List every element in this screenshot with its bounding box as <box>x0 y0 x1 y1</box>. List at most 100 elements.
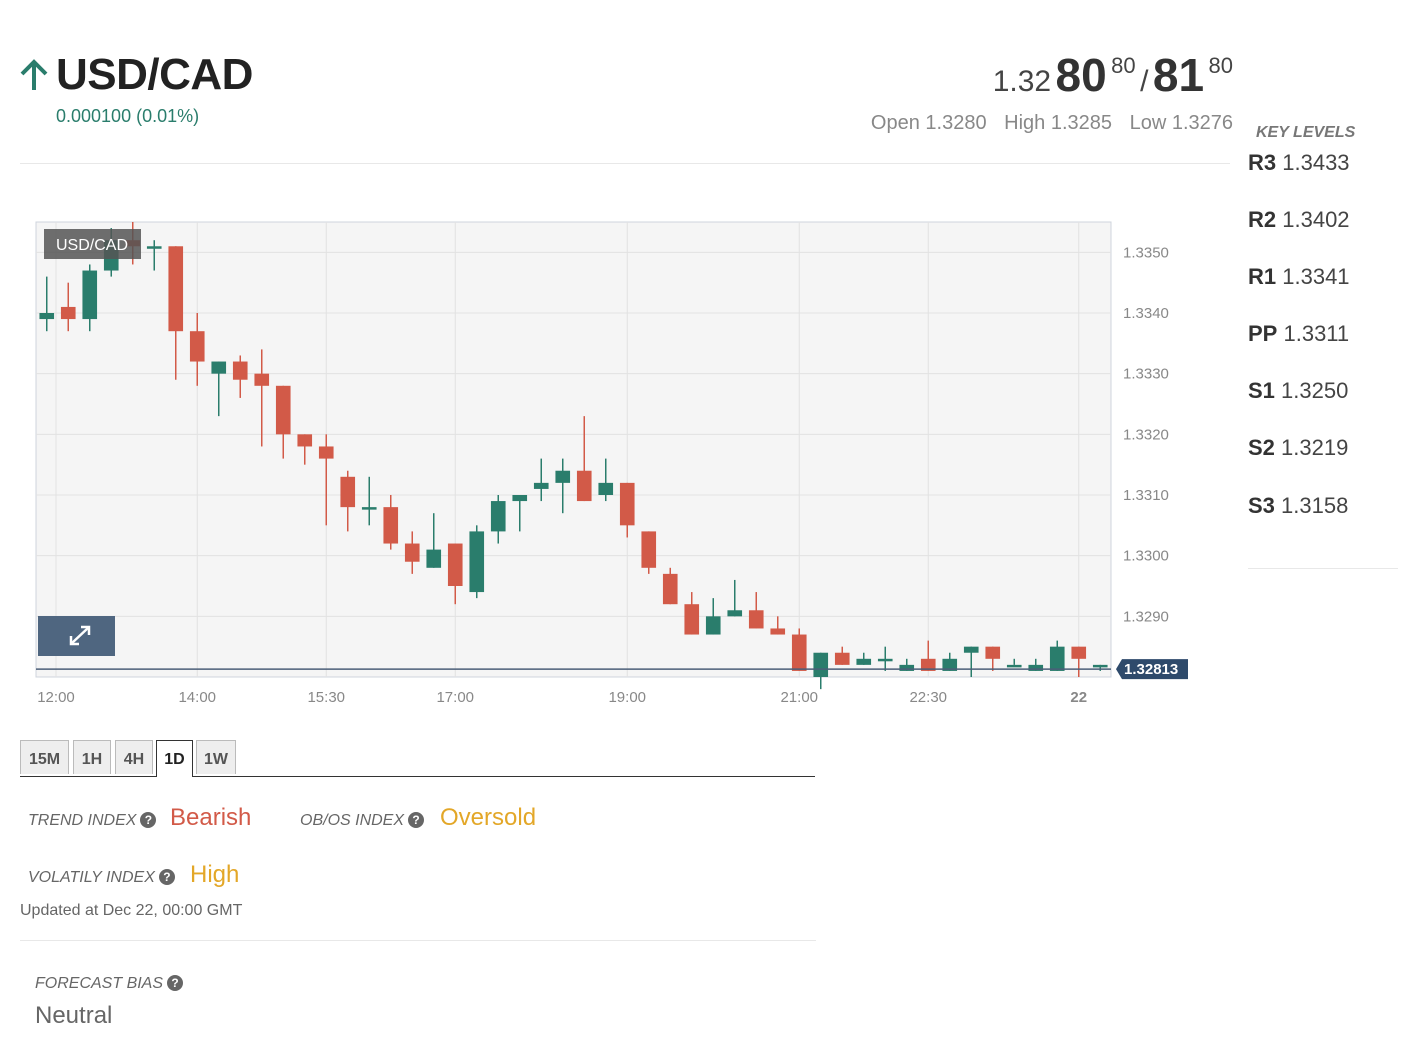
candlestick-chart[interactable]: 1.3350 1.3340 1.3330 1.3320 1.3310 1.3300 1.32… <box>0 200 1200 720</box>
candle-body <box>942 658 958 671</box>
candle <box>447 543 463 605</box>
expand-button[interactable] <box>38 616 115 656</box>
x-tick-label: 12:00 <box>37 689 75 706</box>
tab-1w[interactable]: 1W <box>196 740 236 774</box>
y-tick-label: 1.3330 <box>1123 366 1169 383</box>
y-tick-label: 1.3300 <box>1123 548 1169 565</box>
header-divider <box>20 163 1230 164</box>
key-level-r1: R1 1.3341 <box>1248 264 1350 289</box>
tab-15m[interactable]: 15M <box>20 740 69 774</box>
key-levels-divider <box>1248 568 1398 569</box>
chart-plot-area <box>35 221 1112 678</box>
tab-1d[interactable]: 1D <box>156 740 193 777</box>
candle-body <box>340 476 356 508</box>
help-icon[interactable]: ? <box>167 975 184 991</box>
candle-body <box>361 507 377 510</box>
candle <box>318 434 334 526</box>
x-tick-label: 14:00 <box>178 689 216 706</box>
candle <box>533 458 549 502</box>
candle <box>404 531 420 574</box>
help-icon[interactable]: ? <box>158 869 175 885</box>
help-icon[interactable]: ? <box>140 812 157 828</box>
key-level-r3: R3 1.3433 <box>1248 150 1350 175</box>
candle <box>211 361 227 417</box>
quote-display: 1.32 80 80 / 81 80 <box>993 48 1233 102</box>
candle-body <box>426 549 442 568</box>
candle-body <box>705 616 721 635</box>
tab-1h[interactable]: 1H <box>73 740 111 774</box>
bid-sup: 80 <box>1111 53 1136 78</box>
candle <box>641 531 657 574</box>
candle-body <box>748 610 764 629</box>
candle-body <box>598 482 614 495</box>
candle-body <box>297 434 313 447</box>
y-tick-label: 1.3340 <box>1123 305 1169 322</box>
candle-body <box>727 610 743 617</box>
candle-body <box>985 646 1001 659</box>
key-levels-title: KEY LEVELS <box>1256 124 1356 141</box>
candle <box>39 276 55 332</box>
y-tick-label: 1.3310 <box>1123 487 1169 504</box>
candle <box>469 525 485 599</box>
candle-body <box>1028 664 1044 671</box>
help-icon[interactable]: ? <box>408 812 425 828</box>
candle-body <box>963 646 979 653</box>
low-value: Low 1.3276 <box>1129 112 1233 134</box>
expand-icon <box>69 625 91 646</box>
x-tick-label: 19:00 <box>608 689 646 706</box>
candle-body <box>555 470 571 483</box>
candle-body <box>1049 646 1065 671</box>
candle-body <box>1071 646 1087 659</box>
x-tick-label: 17:00 <box>436 689 474 706</box>
pair-change: 0.000100 (0.01%) <box>56 106 200 126</box>
tab-4h[interactable]: 4H <box>115 740 153 774</box>
volatility-index-label: VOLATILY INDEX? <box>28 869 175 887</box>
candle <box>426 513 442 568</box>
trend-index-value: Bearish <box>170 804 252 831</box>
candle-body <box>512 495 528 502</box>
candle-body <box>899 664 915 671</box>
candle-body <box>469 531 485 593</box>
candle-body <box>619 482 635 526</box>
key-level-s1: S1 1.3250 <box>1248 378 1349 403</box>
key-level-s3: S3 1.3158 <box>1248 493 1349 518</box>
quote-slash: / <box>1140 65 1149 98</box>
candle <box>920 640 936 671</box>
candle-body <box>641 531 657 568</box>
high-value: High 1.3285 <box>1004 112 1113 134</box>
key-level-s2: S2 1.3219 <box>1248 435 1349 460</box>
candle-body <box>662 573 678 605</box>
candle-body <box>318 446 334 459</box>
volatility-index-value: High <box>190 861 240 888</box>
candle-body <box>684 604 700 635</box>
obos-index-label: OB/OS INDEX? <box>300 812 425 830</box>
candle-body <box>1092 664 1108 668</box>
candle <box>146 240 162 271</box>
candle-body <box>383 507 399 544</box>
candle <box>1092 664 1108 671</box>
current-price-tag: 1.32813 <box>1116 659 1188 680</box>
candle <box>232 355 248 398</box>
candle-body <box>189 331 205 362</box>
candle-body <box>834 652 850 665</box>
candle <box>662 567 678 605</box>
candle-body <box>920 658 936 671</box>
candle <box>727 579 743 617</box>
candle <box>813 652 829 690</box>
candle <box>82 264 98 332</box>
x-tick-label: 15:30 <box>307 689 345 706</box>
ohl-summary: Open 1.3280 High 1.3285 Low 1.3276 <box>859 112 1233 135</box>
candle-body <box>82 270 98 320</box>
x-tick-label: 21:00 <box>780 689 818 706</box>
candle <box>985 646 1001 671</box>
candle <box>254 349 270 447</box>
chart-candles <box>39 222 1108 690</box>
candle <box>619 482 635 538</box>
series-label-badge: USD/CAD <box>44 229 141 259</box>
candle <box>168 246 184 380</box>
candle <box>877 646 893 671</box>
bid-big: 80 <box>1055 49 1107 101</box>
candle-body <box>490 501 506 532</box>
ask-big: 81 <box>1152 49 1205 101</box>
candle-body <box>168 246 184 332</box>
